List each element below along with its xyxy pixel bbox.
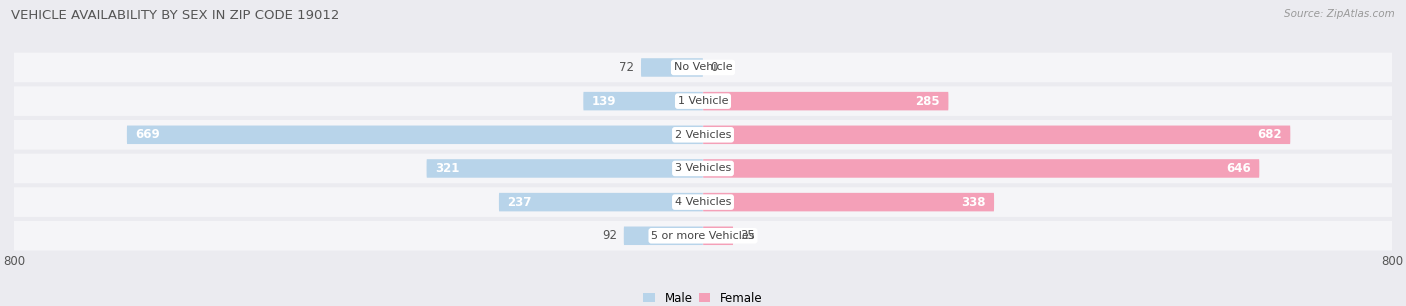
- FancyBboxPatch shape: [426, 159, 703, 178]
- FancyBboxPatch shape: [6, 0, 1400, 306]
- Text: 72: 72: [619, 61, 634, 74]
- Text: Source: ZipAtlas.com: Source: ZipAtlas.com: [1284, 9, 1395, 19]
- FancyBboxPatch shape: [641, 58, 703, 77]
- Text: VEHICLE AVAILABILITY BY SEX IN ZIP CODE 19012: VEHICLE AVAILABILITY BY SEX IN ZIP CODE …: [11, 9, 340, 22]
- Text: 139: 139: [592, 95, 616, 108]
- Text: 3 Vehicles: 3 Vehicles: [675, 163, 731, 174]
- FancyBboxPatch shape: [703, 125, 1291, 144]
- Text: No Vehicle: No Vehicle: [673, 62, 733, 73]
- FancyBboxPatch shape: [583, 92, 703, 110]
- FancyBboxPatch shape: [127, 125, 703, 144]
- FancyBboxPatch shape: [703, 92, 949, 110]
- FancyBboxPatch shape: [6, 0, 1400, 306]
- FancyBboxPatch shape: [703, 226, 733, 245]
- FancyBboxPatch shape: [6, 0, 1400, 306]
- FancyBboxPatch shape: [703, 159, 1260, 178]
- Text: 92: 92: [602, 229, 617, 242]
- Text: 237: 237: [508, 196, 531, 209]
- Text: 35: 35: [740, 229, 755, 242]
- FancyBboxPatch shape: [499, 193, 703, 211]
- Text: 338: 338: [960, 196, 986, 209]
- Text: 1 Vehicle: 1 Vehicle: [678, 96, 728, 106]
- FancyBboxPatch shape: [624, 226, 703, 245]
- Text: 321: 321: [436, 162, 460, 175]
- FancyBboxPatch shape: [703, 193, 994, 211]
- FancyBboxPatch shape: [6, 0, 1400, 306]
- Legend: Male, Female: Male, Female: [638, 287, 768, 306]
- Text: 4 Vehicles: 4 Vehicles: [675, 197, 731, 207]
- Text: 5 or more Vehicles: 5 or more Vehicles: [651, 231, 755, 241]
- FancyBboxPatch shape: [6, 0, 1400, 306]
- Text: 682: 682: [1257, 128, 1282, 141]
- Text: 646: 646: [1226, 162, 1251, 175]
- FancyBboxPatch shape: [6, 0, 1400, 306]
- Text: 669: 669: [135, 128, 160, 141]
- Text: 285: 285: [915, 95, 939, 108]
- Text: 0: 0: [710, 61, 717, 74]
- Text: 2 Vehicles: 2 Vehicles: [675, 130, 731, 140]
